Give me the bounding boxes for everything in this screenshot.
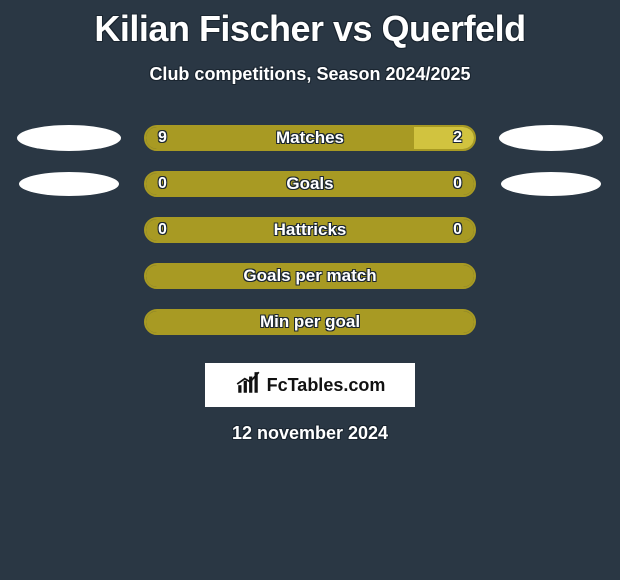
page-subtitle: Club competitions, Season 2024/2025 [0,64,620,85]
stat-bar-right-fill [310,265,474,287]
stat-bar-right-fill [414,127,474,149]
stat-value-left: 0 [158,221,167,239]
stat-value-right: 0 [453,221,462,239]
stat-bar-left-fill [146,173,310,195]
comparison-row: Min per goal [0,299,620,345]
brand-text: FcTables.com [267,375,386,396]
comparison-row: Matches92 [0,115,620,161]
stat-bar-left-fill [146,127,414,149]
stat-bar: Matches92 [144,125,476,151]
stat-bar-left-fill [146,219,310,241]
player-avatar-left [17,125,121,151]
comparison-rows: Matches92Goals00Hattricks00Goals per mat… [0,115,620,345]
date-text: 12 november 2024 [0,423,620,444]
stat-bar: Goals00 [144,171,476,197]
player-avatar-left [19,172,119,196]
stat-bar: Min per goal [144,309,476,335]
stat-bar-left-fill [146,265,310,287]
comparison-row: Goals per match [0,253,620,299]
stat-value-right: 2 [453,129,462,147]
stat-bar: Hattricks00 [144,217,476,243]
comparison-row: Goals00 [0,161,620,207]
avatar-slot-right [496,172,606,196]
comparison-row: Hattricks00 [0,207,620,253]
avatar-slot-left [14,172,124,196]
avatar-slot-left [14,125,124,151]
page-title: Kilian Fischer vs Querfeld [0,0,620,50]
avatar-slot-right [496,125,606,151]
stat-value-left: 0 [158,175,167,193]
stat-bar-right-fill [310,311,474,333]
stat-bar-left-fill [146,311,310,333]
brand-badge: FcTables.com [205,363,415,407]
stat-value-right: 0 [453,175,462,193]
player-avatar-right [501,172,601,196]
stat-value-left: 9 [158,129,167,147]
stat-bar-right-fill [310,219,474,241]
chart-icon [235,370,261,401]
player-avatar-right [499,125,603,151]
stat-bar-right-fill [310,173,474,195]
stat-bar: Goals per match [144,263,476,289]
